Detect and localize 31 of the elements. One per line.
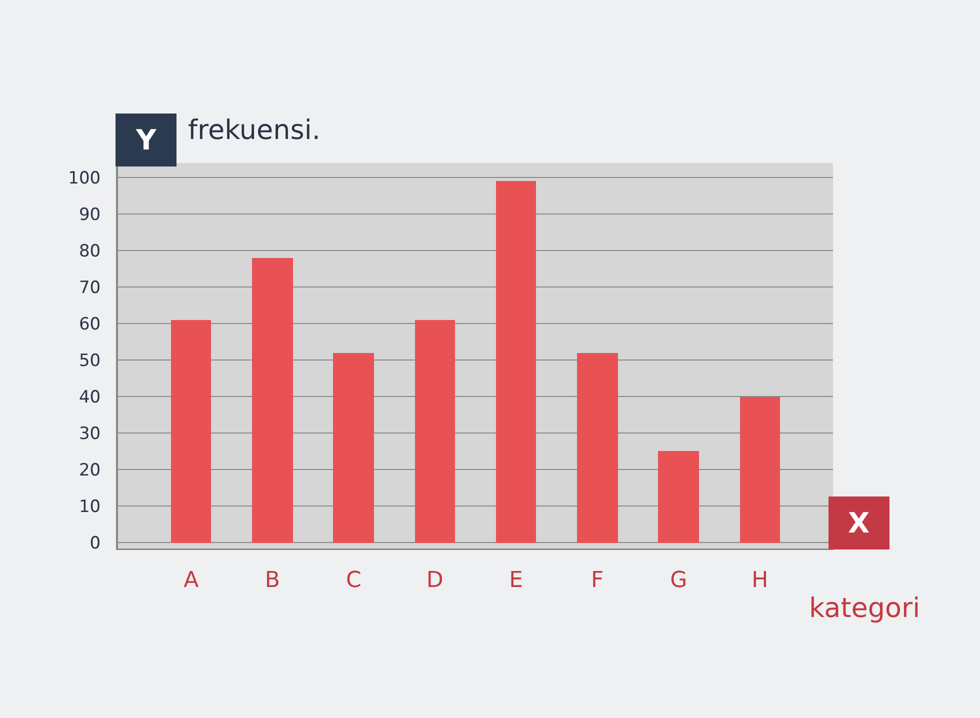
bar: [415, 320, 455, 543]
y-tick-label: 30: [78, 424, 101, 444]
text: X: [848, 506, 870, 540]
y-tick-label: 60: [78, 314, 101, 335]
y-tick-label: 0: [90, 534, 101, 554]
bar: [740, 397, 780, 543]
x-tick-label: C: [346, 568, 362, 593]
y-tick-label: 10: [78, 497, 101, 518]
y-tick-label: 70: [78, 278, 101, 298]
bar: [577, 353, 618, 543]
y-tick-label: 20: [78, 460, 101, 481]
text: Y: [135, 124, 157, 156]
y-tick-label: 90: [78, 205, 101, 226]
x-tick-label: E: [509, 568, 524, 593]
bar: [252, 258, 293, 543]
y-tick-label: 100: [68, 168, 101, 189]
x-tick-label: A: [184, 568, 199, 593]
y-axis-title: frekuensi.: [188, 115, 320, 146]
x-tick-label: G: [670, 568, 688, 593]
y-tick-label: 40: [78, 388, 101, 408]
x-axis-title: kategori: [809, 593, 920, 624]
bar: [496, 181, 536, 543]
x-tick-label: F: [591, 568, 604, 593]
y-tick-label: 80: [78, 242, 101, 262]
bar: [658, 451, 699, 543]
bar: [171, 320, 211, 543]
x-tick-label: B: [264, 568, 280, 593]
x-tick-label: D: [426, 568, 444, 593]
x-tick-label: H: [752, 568, 768, 593]
y-tick-label: 50: [78, 351, 101, 372]
bar: [333, 353, 374, 543]
